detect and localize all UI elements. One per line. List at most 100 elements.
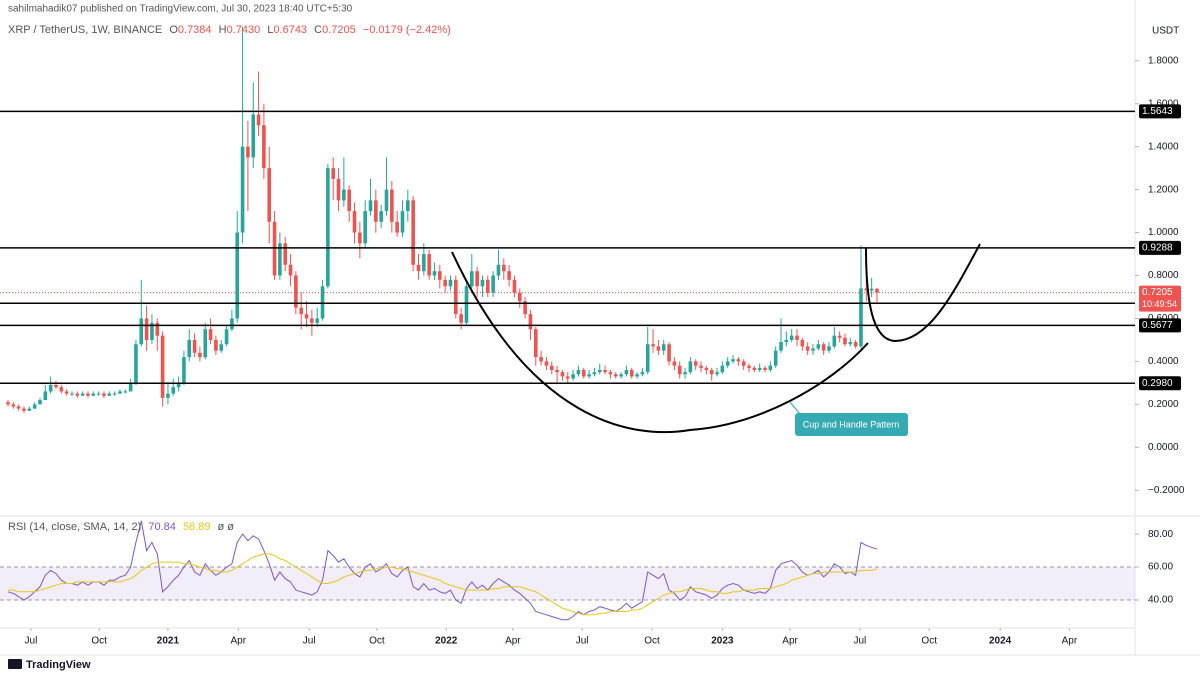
y-tick-label: 80.00 (1148, 529, 1173, 540)
candle-body (667, 344, 671, 362)
ohlc-name: C (314, 24, 323, 36)
x-tick-label: Apr (505, 636, 521, 647)
candle-body (731, 359, 735, 362)
candle-body (432, 271, 437, 276)
candle-body (219, 344, 224, 351)
y-tick-label: 1.4000 (1148, 141, 1179, 152)
candle-body (661, 344, 666, 351)
candle-body (347, 189, 351, 212)
candle-body (741, 361, 746, 366)
candle-body (256, 114, 261, 126)
candle-body (390, 189, 394, 222)
x-tick-label: Jul (25, 636, 38, 647)
y-tick-label: 1.8000 (1148, 55, 1179, 66)
candle-body (544, 361, 549, 366)
y-tick-label: 1.6000 (1148, 98, 1179, 109)
ohlc-name: O (169, 24, 178, 36)
candle-body (315, 318, 320, 323)
candle-body (752, 367, 757, 370)
rsi-last: 70.84 (148, 521, 176, 533)
candle-body (501, 264, 506, 272)
candle-body (677, 365, 682, 375)
y-tick-label: 1.2000 (1148, 184, 1179, 195)
candle-body (853, 342, 858, 347)
candle-body (336, 178, 341, 201)
candle-body (651, 344, 655, 347)
candle-body (230, 318, 234, 330)
candle-body (123, 391, 128, 393)
candle-body (438, 271, 442, 280)
candle-body (358, 232, 362, 244)
candle-body (517, 292, 522, 302)
candle-body (150, 322, 154, 340)
candle-body (27, 408, 32, 411)
candle-body (411, 200, 415, 265)
candle-body (629, 369, 634, 377)
candle-body (443, 279, 447, 287)
candle-body (773, 350, 778, 366)
ohlc-low: L0.6743 (267, 24, 307, 36)
rsi-flags: ø ø (217, 521, 235, 533)
candle-body (267, 168, 272, 222)
footer-brand: TradingView (26, 659, 91, 671)
candle-body (560, 372, 565, 377)
level-label: 0.9288 (1142, 243, 1173, 254)
main-legend: XRP / TetherUS, 1W, BINANCE O0.7384 H0.7… (8, 24, 455, 36)
candle-body (59, 387, 64, 392)
candle-body (192, 339, 197, 353)
ohlc-name: H (218, 24, 227, 36)
candle-body (374, 200, 378, 222)
y-tick-label: 0.8000 (1148, 270, 1179, 281)
y-tick-label: 60.00 (1148, 562, 1173, 573)
x-tick-label: 2023 (711, 636, 734, 647)
y-tick-label: 0.2000 (1148, 399, 1179, 410)
x-tick-label: 2024 (989, 636, 1012, 647)
candle-body (43, 391, 48, 401)
candle-body (608, 372, 613, 375)
candle-body (683, 372, 687, 375)
candle-body (182, 357, 186, 383)
candle-body (54, 385, 58, 388)
candle-body (832, 335, 837, 347)
candle-body (859, 288, 863, 347)
candle-body (363, 211, 367, 244)
candle-body (48, 385, 53, 392)
candle-body (64, 391, 69, 394)
candle-body (592, 372, 597, 375)
candle-body (715, 372, 719, 375)
ohlc-value: 0.7430 (226, 24, 261, 36)
series-line (8, 553, 878, 616)
candle-body (176, 382, 181, 388)
rsi-band (0, 567, 1135, 600)
symbol-title: XRP / TetherUS, 1W, BINANCE (8, 24, 163, 36)
candle-body (96, 393, 101, 395)
x-tick-label: Jul (854, 636, 867, 647)
x-tick-label: Oct (921, 636, 937, 647)
candle-body (379, 211, 383, 222)
y-tick-label: 0.4000 (1148, 356, 1179, 367)
candle-body (571, 374, 575, 379)
candle-body (688, 361, 693, 373)
candle-body (278, 243, 282, 276)
y-tick-label: 40.00 (1148, 595, 1173, 606)
candle-body (720, 365, 725, 373)
candle-body (288, 264, 293, 276)
candle-body (416, 264, 421, 272)
x-tick-label: Apr (782, 636, 798, 647)
candle-body (779, 342, 783, 351)
x-tick-label: Jul (303, 636, 316, 647)
candle-body (326, 168, 330, 287)
cup-curve (451, 251, 869, 434)
candle-body (294, 275, 298, 308)
x-tick-label: Apr (231, 636, 247, 647)
candle-body (107, 393, 112, 396)
sma-last: 58.89 (182, 521, 211, 533)
candle-body (91, 393, 96, 396)
candle-body (139, 318, 144, 345)
candle-body (821, 344, 826, 351)
ohlc-value: 0.6743 (273, 24, 308, 36)
price-unit: USDT (1152, 26, 1179, 37)
candle-body (555, 369, 559, 373)
candle-body (539, 357, 543, 362)
